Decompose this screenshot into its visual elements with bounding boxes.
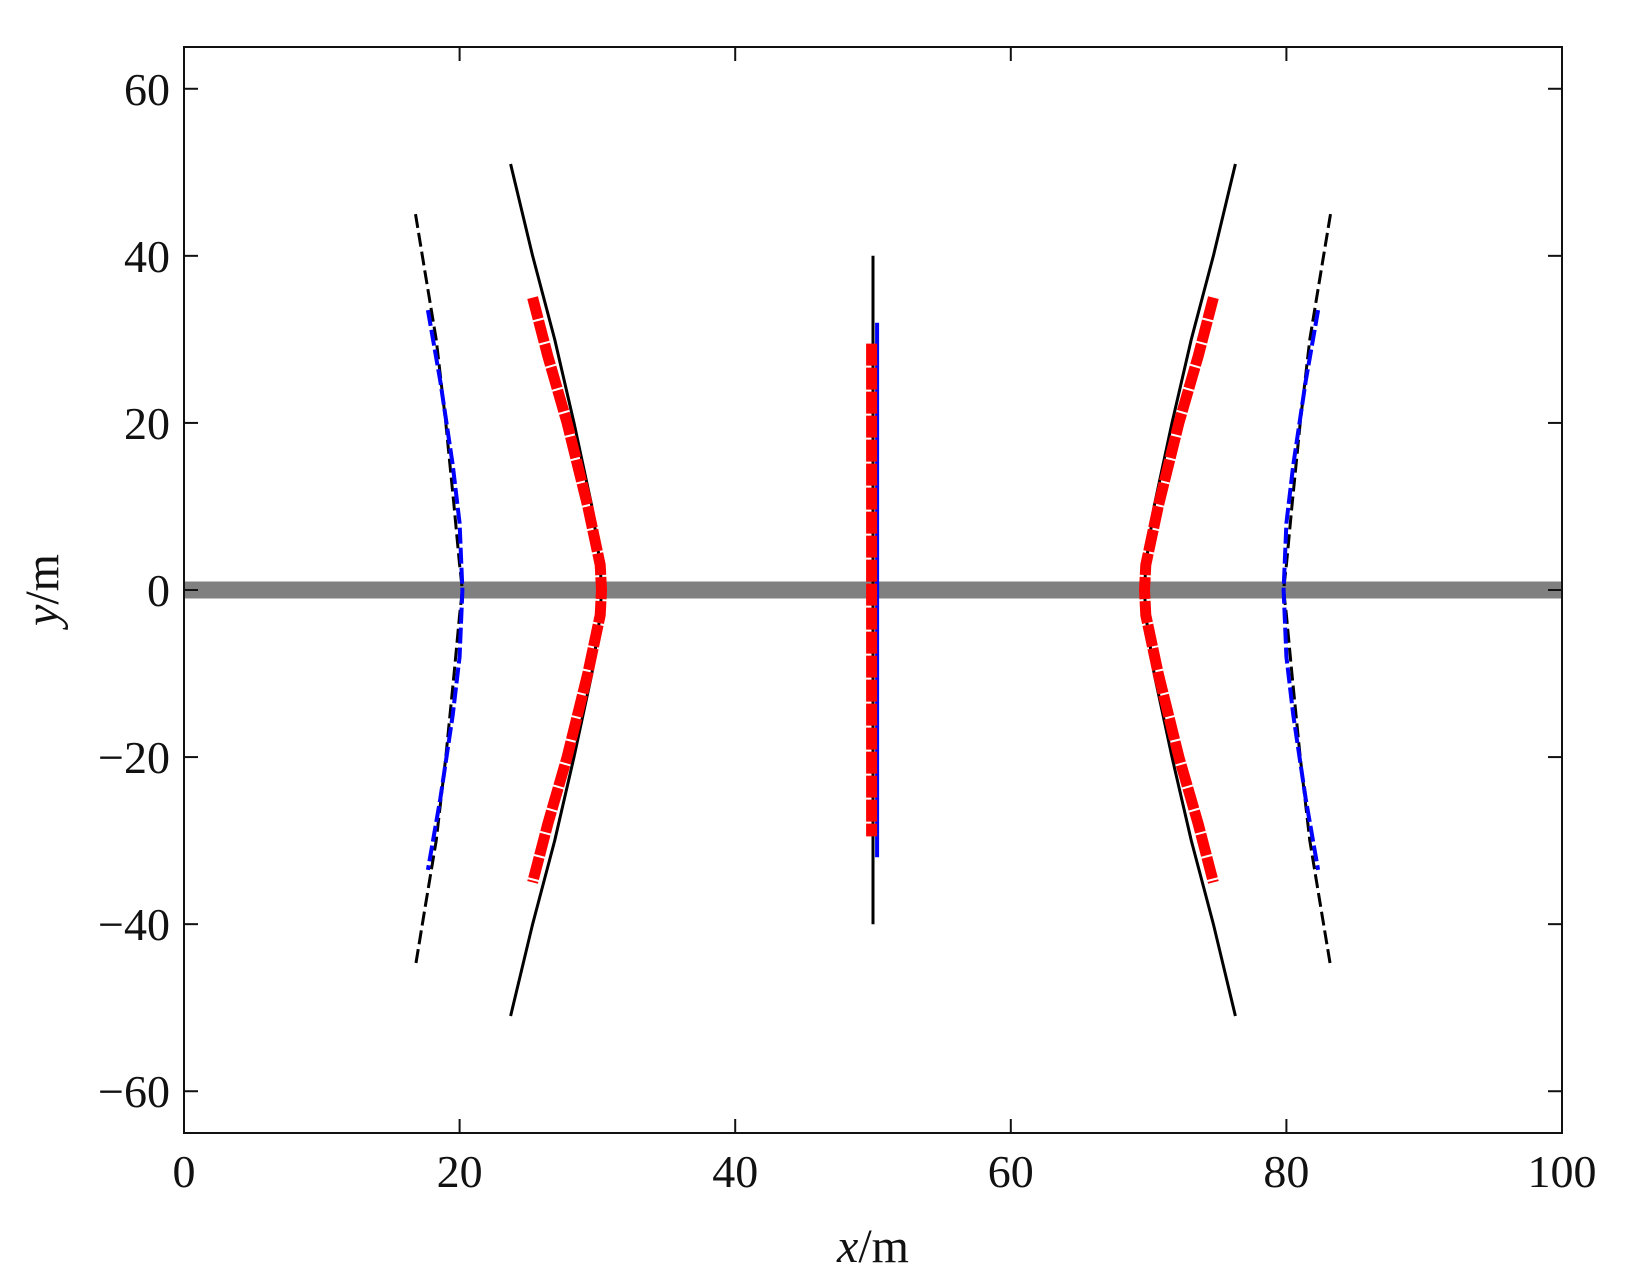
x-axis-variable: x [836, 1220, 858, 1273]
y-tick-label: 0 [147, 565, 170, 616]
y-tick-label: −60 [98, 1066, 170, 1117]
tick-label-layer: 0 20 40 60 80 100 −60 −40 −20 0 20 40 60 [98, 64, 1596, 1197]
y-axis-unit: /m [16, 554, 69, 605]
y-tick-label: −40 [98, 899, 170, 950]
series-line-1 [414, 213, 464, 967]
y-tick-label: 20 [124, 398, 170, 449]
tick-layer [183, 47, 1563, 1133]
y-tick-label: −20 [98, 732, 170, 783]
series-line-10 [1282, 213, 1332, 967]
series-line-9 [1139, 296, 1219, 884]
x-tick-label: 40 [712, 1146, 758, 1197]
x-axis-unit: /m [858, 1220, 909, 1273]
y-axis-label: y/m [16, 554, 69, 631]
x-tick-label: 60 [988, 1146, 1034, 1197]
series-line-11 [1281, 309, 1321, 871]
x-tick-label: 20 [437, 1146, 483, 1197]
y-axis-variable: y [16, 604, 69, 631]
series-line-4 [527, 296, 607, 884]
x-axis-label: x/m [836, 1220, 909, 1273]
series-line-2 [425, 309, 465, 871]
x-tick-label: 100 [1528, 1146, 1597, 1197]
series-layer [414, 163, 1332, 1017]
y-tick-label: 40 [124, 231, 170, 282]
x-tick-label: 0 [173, 1146, 196, 1197]
x-tick-label: 80 [1263, 1146, 1309, 1197]
y-tick-label: 60 [124, 64, 170, 115]
